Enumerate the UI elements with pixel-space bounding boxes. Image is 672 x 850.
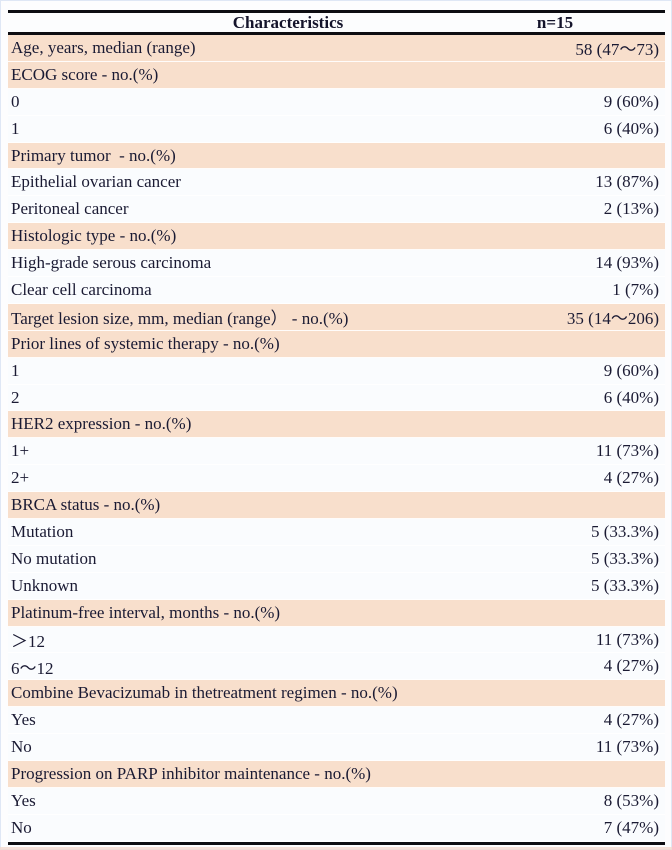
row-label: 1	[11, 118, 20, 138]
row-value: 58 (47～73)	[575, 40, 659, 60]
row-value: 11 (73%)	[595, 441, 659, 461]
table-row: Histologic type - no.(%)	[8, 223, 665, 251]
row-value: 8 (53%)	[603, 790, 659, 810]
row-label: Primary tumor - no.(%)	[11, 145, 176, 165]
row-label: ECOG score - no.(%)	[11, 64, 159, 84]
row-value: 11 (73%)	[595, 629, 659, 649]
row-label: Age, years, median (range)	[11, 37, 196, 57]
row-label: No	[11, 817, 32, 837]
row-label: 0	[11, 91, 20, 111]
row-label: No	[11, 737, 32, 757]
row-label: Histologic type - no.(%)	[11, 226, 177, 246]
table-row: Primary tumor - no.(%)	[8, 142, 665, 170]
row-label: Peritoneal cancer	[11, 199, 129, 219]
table-row: 0 9 (60%)	[8, 88, 665, 116]
table-row: Unknown 5 (33.3%)	[8, 572, 665, 600]
row-value: 5 (33.3%)	[591, 548, 659, 568]
table-row: Combine Bevacizumab in thetreatment regi…	[8, 680, 665, 708]
table-header-rule	[8, 32, 665, 35]
table-row: 6～12 4 (27%)	[8, 653, 665, 681]
table-body: Age, years, median (range) 58 (47～73) EC…	[8, 35, 665, 842]
row-label: Mutation	[11, 521, 74, 541]
row-value: 9 (60%)	[603, 360, 659, 380]
table-row: Target lesion size, mm, median (range） -…	[8, 303, 665, 331]
table-row: HER2 expression - no.(%)	[8, 411, 665, 439]
row-label: 6～12	[11, 658, 54, 678]
row-value: 9 (60%)	[603, 91, 659, 111]
table-row: 2 6 (40%)	[8, 384, 665, 412]
row-label: Yes	[11, 790, 36, 810]
row-label: 2	[11, 387, 20, 407]
row-label: Yes	[11, 710, 36, 730]
characteristics-table: Characteristics n=15 Age, years, median …	[8, 10, 665, 845]
row-label: 2+	[11, 468, 30, 488]
row-value: 4 (27%)	[603, 468, 659, 488]
table-row: High-grade serous carcinoma 14 (93%)	[8, 250, 665, 278]
row-label: 1+	[11, 441, 30, 461]
table-row: Progression on PARP inhibitor maintenanc…	[8, 761, 665, 788]
table-row: 1 6 (40%)	[8, 115, 665, 143]
row-label: Epithelial ovarian cancer	[11, 172, 181, 192]
table-row: Peritoneal cancer 2 (13%)	[8, 196, 665, 224]
table-top-rule	[8, 10, 665, 13]
column-header-n: n=15	[536, 12, 574, 32]
table-row: No mutation 5 (33.3%)	[8, 545, 665, 573]
row-label: No mutation	[11, 548, 97, 568]
table-row: ＞12 11 (73%)	[8, 626, 665, 654]
row-label: Target lesion size, mm, median (range） -…	[11, 309, 349, 329]
row-value: 7 (47%)	[603, 817, 659, 837]
table-row: ECOG score - no.(%)	[8, 61, 665, 89]
row-value: 11 (73%)	[595, 737, 659, 757]
row-label: ＞12	[11, 632, 45, 652]
row-label: Prior lines of systemic therapy - no.(%)	[11, 333, 280, 353]
row-label: 1	[11, 360, 20, 380]
row-value: 5 (33.3%)	[591, 575, 659, 595]
row-value: 5 (33.3%)	[591, 521, 659, 541]
row-value: 13 (87%)	[595, 172, 659, 192]
row-label: Progression on PARP inhibitor maintenanc…	[11, 763, 371, 783]
row-value: 35 (14～206)	[566, 309, 659, 329]
row-value: 1 (7%)	[612, 279, 659, 299]
table-row: No 11 (73%)	[8, 734, 665, 762]
row-value: 6 (40%)	[603, 387, 659, 407]
table-row: 1+ 11 (73%)	[8, 438, 665, 466]
row-value: 4 (27%)	[603, 656, 659, 676]
table-row: BRCA status - no.(%)	[8, 492, 665, 520]
column-header-characteristics: Characteristics	[232, 12, 344, 32]
table-row: Epithelial ovarian cancer 13 (87%)	[8, 169, 665, 197]
table-row: Yes 8 (53%)	[8, 787, 665, 815]
row-label: BRCA status - no.(%)	[11, 495, 161, 515]
row-label: Clear cell carcinoma	[11, 279, 152, 299]
row-label: High-grade serous carcinoma	[11, 253, 212, 273]
row-value: 6 (40%)	[603, 118, 659, 138]
table-row: Mutation 5 (33.3%)	[8, 519, 665, 546]
row-value: 2 (13%)	[603, 199, 659, 219]
table-row: 1 9 (60%)	[8, 357, 665, 385]
row-label: Unknown	[11, 575, 79, 595]
row-value: 14 (93%)	[595, 253, 659, 273]
row-label: HER2 expression - no.(%)	[11, 414, 192, 434]
row-label: Combine Bevacizumab in thetreatment regi…	[11, 683, 398, 703]
table-row: Age, years, median (range) 58 (47～73)	[8, 35, 665, 62]
row-value: 4 (27%)	[603, 710, 659, 730]
table-bottom-rule	[8, 841, 665, 845]
table-row: Yes 4 (27%)	[8, 707, 665, 735]
page-bottom-strip	[0, 847, 672, 850]
table-row: Prior lines of systemic therapy - no.(%)	[8, 330, 665, 358]
table-header-row: Characteristics n=15	[8, 13, 665, 32]
table-row: Platinum-free interval, months - no.(%)	[8, 599, 665, 627]
table-row: No 7 (47%)	[8, 814, 665, 842]
row-label: Platinum-free interval, months - no.(%)	[11, 602, 281, 622]
table-row: 2+ 4 (27%)	[8, 465, 665, 493]
table-row: Clear cell carcinoma 1 (7%)	[8, 277, 665, 304]
